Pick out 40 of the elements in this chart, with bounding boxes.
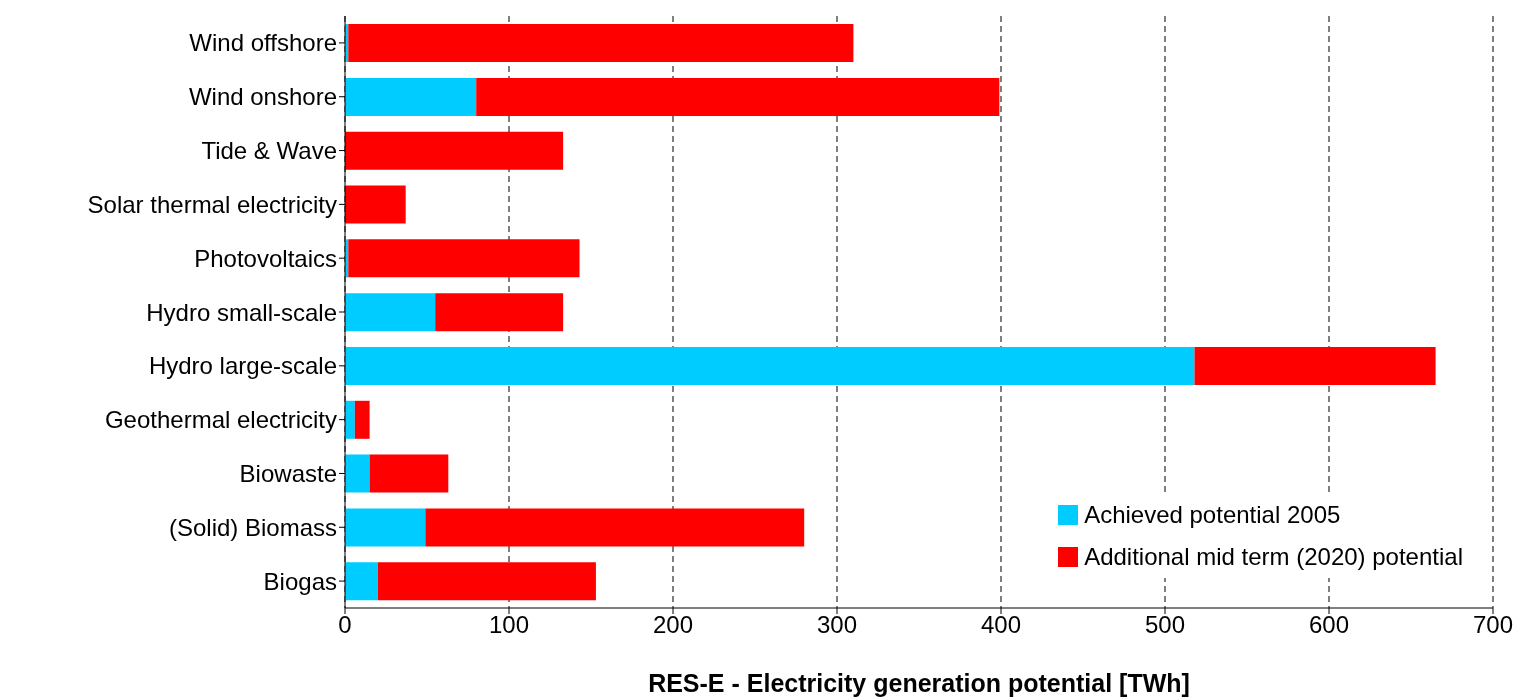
y-tick-label: Wind offshore xyxy=(189,29,337,57)
y-tick-label: Hydro large-scale xyxy=(148,352,337,380)
bar xyxy=(354,400,370,439)
bar xyxy=(345,185,406,224)
x-tick-label: 200 xyxy=(652,611,694,639)
bar xyxy=(425,508,805,547)
y-tick-label: Biowaste xyxy=(239,459,337,487)
y-tick-label: Tide & Wave xyxy=(201,137,337,165)
bar xyxy=(345,346,1195,385)
bar xyxy=(345,293,436,332)
x-tick-label: 0 xyxy=(338,611,352,639)
y-tick-label: Photovoltaics xyxy=(194,244,337,272)
x-axis-title: RES-E - Electricity generation potential [TWh] xyxy=(647,669,1191,698)
y-tick-label: Solar thermal electricity xyxy=(87,190,337,218)
bar xyxy=(369,454,449,493)
bar xyxy=(345,77,477,116)
y-tick-label: Biogas xyxy=(263,567,337,595)
bar xyxy=(377,562,596,601)
y-tick-label: Wind onshore xyxy=(188,83,337,111)
bar xyxy=(345,508,426,547)
y-tick-label: Hydro small-scale xyxy=(146,298,337,326)
bar xyxy=(435,293,564,332)
legend-label: Achieved potential 2005 xyxy=(1084,500,1341,530)
y-tick-label: (Solid) Biomass xyxy=(168,513,337,541)
bar xyxy=(348,239,580,278)
x-tick-label: 700 xyxy=(1472,611,1514,639)
bar xyxy=(348,24,854,63)
y-tick-label: Geothermal electricity xyxy=(104,406,337,434)
legend-label: Additional mid term (2020) potential xyxy=(1084,542,1463,572)
x-tick-label: 300 xyxy=(816,611,858,639)
bar xyxy=(345,562,378,601)
bar xyxy=(345,131,564,170)
x-tick-label: 100 xyxy=(488,611,530,639)
x-tick-label: 500 xyxy=(1144,611,1186,639)
x-tick-label: 400 xyxy=(980,611,1022,639)
bar xyxy=(476,77,1000,116)
bar xyxy=(345,454,370,493)
bar xyxy=(1194,346,1436,385)
x-tick-label: 600 xyxy=(1308,611,1350,639)
bar xyxy=(345,400,355,439)
